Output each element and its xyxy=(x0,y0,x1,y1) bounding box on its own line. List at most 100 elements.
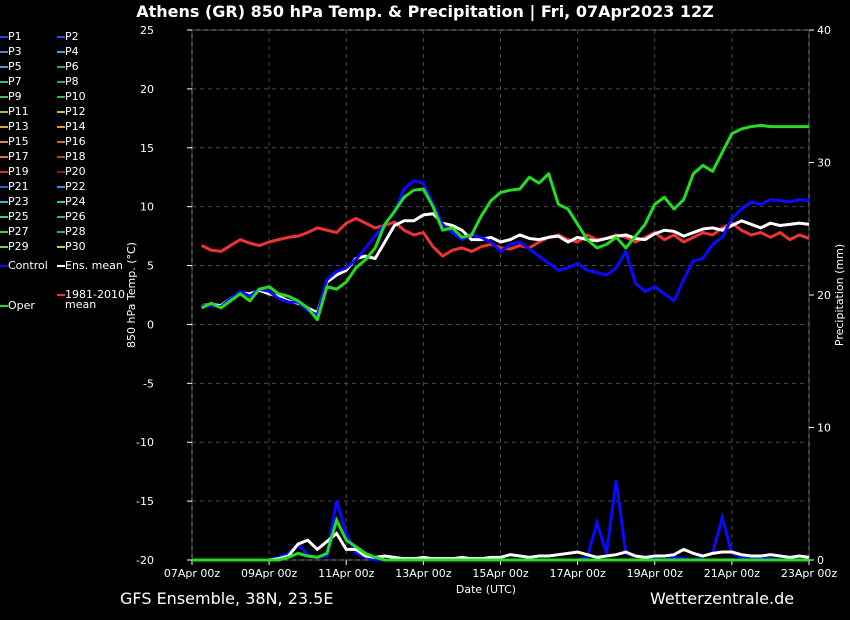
legend-label: P11 xyxy=(8,105,29,118)
model-info: GFS Ensemble, 38N, 23.5E xyxy=(120,589,334,608)
y-axis: 25 20 15 10 5 0 -5 -10 -15 -20 xyxy=(136,24,192,567)
legend-label: P3 xyxy=(8,45,22,58)
y-tick-label: 5 xyxy=(147,260,154,273)
legend-label: P15 xyxy=(8,135,29,148)
legend-label: P18 xyxy=(65,150,86,163)
legend-swatch xyxy=(57,171,65,173)
legend-label: P29 xyxy=(8,240,29,253)
legend-swatch xyxy=(57,156,65,158)
temp-line-oper xyxy=(200,123,809,322)
legend-swatch xyxy=(0,305,8,307)
legend-swatch xyxy=(0,111,8,113)
grid xyxy=(191,29,810,561)
legend-label: Oper xyxy=(8,299,35,312)
legend-label: P7 xyxy=(8,75,22,88)
legend-label: P21 xyxy=(8,180,29,193)
chart-title: Athens (GR) 850 hPa Temp. & Precipitatio… xyxy=(136,2,714,21)
x-tick-label: 15Apr 00z xyxy=(472,567,529,580)
legend-label: P30 xyxy=(65,240,86,253)
legend-label: Control xyxy=(8,259,48,272)
y-tick-label: -15 xyxy=(136,495,154,508)
x-tick-label: 23Apr 00z xyxy=(781,567,838,580)
legend-label: P12 xyxy=(65,105,86,118)
legend-swatch xyxy=(57,265,65,267)
y2-axis: 40 30 20 10 0 xyxy=(809,24,831,567)
legend-swatch xyxy=(57,126,65,128)
legend-swatch xyxy=(0,216,8,218)
x-tick-label: 11Apr 00z xyxy=(318,567,375,580)
legend-swatch xyxy=(57,246,65,248)
legend-swatch xyxy=(0,51,8,53)
y-tick-label: -20 xyxy=(136,554,154,567)
legend-label: P17 xyxy=(8,150,29,163)
legend-swatch xyxy=(57,141,65,143)
legend-label: P16 xyxy=(65,135,86,148)
legend-label: P28 xyxy=(65,225,86,238)
legend-swatch xyxy=(57,81,65,83)
y2-tick-label: 30 xyxy=(817,157,831,170)
y-tick-label: -5 xyxy=(143,377,154,390)
legend-label: Ens. mean xyxy=(65,259,123,272)
y2-tick-label: 40 xyxy=(817,24,831,37)
legend-swatch xyxy=(57,96,65,98)
legend-label: P25 xyxy=(8,210,29,223)
legend-swatch xyxy=(57,201,65,203)
precip-line-oper xyxy=(192,516,809,562)
legend-swatch xyxy=(57,66,65,68)
legend-swatch xyxy=(0,36,8,38)
y-tick-label: -10 xyxy=(136,436,154,449)
x-axis-label: Date (UTC) xyxy=(456,583,516,596)
legend-label: P6 xyxy=(65,60,79,73)
legend-label: P2 xyxy=(65,30,79,43)
legend-swatch xyxy=(57,111,65,113)
legend-label: P13 xyxy=(8,120,29,133)
x-tick-label: 19Apr 00z xyxy=(627,567,684,580)
x-axis: 07Apr 00z 09Apr 00z 11Apr 00z 13Apr 00z 15Ap… xyxy=(164,560,838,580)
y-tick-label: 25 xyxy=(140,24,154,37)
legend-label: 1981-2010 xyxy=(65,288,125,301)
y2-tick-label: 10 xyxy=(817,422,831,435)
legend-swatch xyxy=(0,156,8,158)
legend-label: P14 xyxy=(65,120,86,133)
legend-label: P23 xyxy=(8,195,29,208)
legend-swatch xyxy=(0,171,8,173)
legend-swatch xyxy=(0,96,8,98)
legend-label: P26 xyxy=(65,210,86,223)
legend-label: P4 xyxy=(65,45,79,58)
y-tick-label: 15 xyxy=(140,142,154,155)
legend-label: P20 xyxy=(65,165,86,178)
x-tick-label: 09Apr 00z xyxy=(241,567,298,580)
y-tick-label: 0 xyxy=(147,318,154,331)
legend-swatch xyxy=(57,51,65,53)
legend-swatch xyxy=(0,246,8,248)
legend-swatch xyxy=(0,126,8,128)
y-tick-label: 10 xyxy=(140,201,154,214)
legend-label: P19 xyxy=(8,165,29,178)
y2-tick-label: 0 xyxy=(817,554,824,567)
legend-swatch xyxy=(0,81,8,83)
legend-swatch xyxy=(0,186,8,188)
legend-label: P5 xyxy=(8,60,22,73)
legend-swatch xyxy=(0,265,8,267)
legend-label-2: mean xyxy=(65,298,97,311)
legend-label: P8 xyxy=(65,75,79,88)
legend-swatch xyxy=(0,231,8,233)
legend-swatch xyxy=(57,231,65,233)
legend-swatch xyxy=(0,201,8,203)
x-tick-label: 13Apr 00z xyxy=(395,567,452,580)
y-tick-label: 20 xyxy=(140,83,154,96)
x-tick-label: 07Apr 00z xyxy=(164,567,221,580)
site-name: Wetterzentrale.de xyxy=(650,589,795,608)
legend-label: P22 xyxy=(65,180,86,193)
y2-axis-label: Precipitation (mm) xyxy=(833,244,846,346)
legend-label: P1 xyxy=(8,30,22,43)
series-lines xyxy=(192,123,810,562)
y2-tick-label: 20 xyxy=(817,289,831,302)
legend-label: P10 xyxy=(65,90,86,103)
legend: P1 P2 P3 P4 P5 P6 P7 P8 P9 P10 P11 P12 P13 P14 P15 P16 P… xyxy=(0,30,130,330)
x-tick-label: 21Apr 00z xyxy=(704,567,761,580)
legend-swatch xyxy=(57,294,65,296)
legend-swatch xyxy=(57,186,65,188)
precip-line-ens-mean xyxy=(192,531,810,562)
